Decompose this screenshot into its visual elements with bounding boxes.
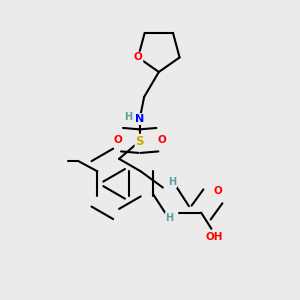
Text: O: O (134, 52, 142, 62)
Text: O: O (158, 135, 166, 145)
Text: S: S (135, 135, 144, 148)
Text: H: H (166, 213, 174, 223)
Text: N: N (135, 114, 144, 124)
Text: H: H (168, 177, 176, 187)
Text: H: H (124, 112, 133, 122)
Text: OH: OH (205, 232, 223, 242)
Text: O: O (214, 186, 223, 196)
Text: O: O (113, 135, 122, 145)
